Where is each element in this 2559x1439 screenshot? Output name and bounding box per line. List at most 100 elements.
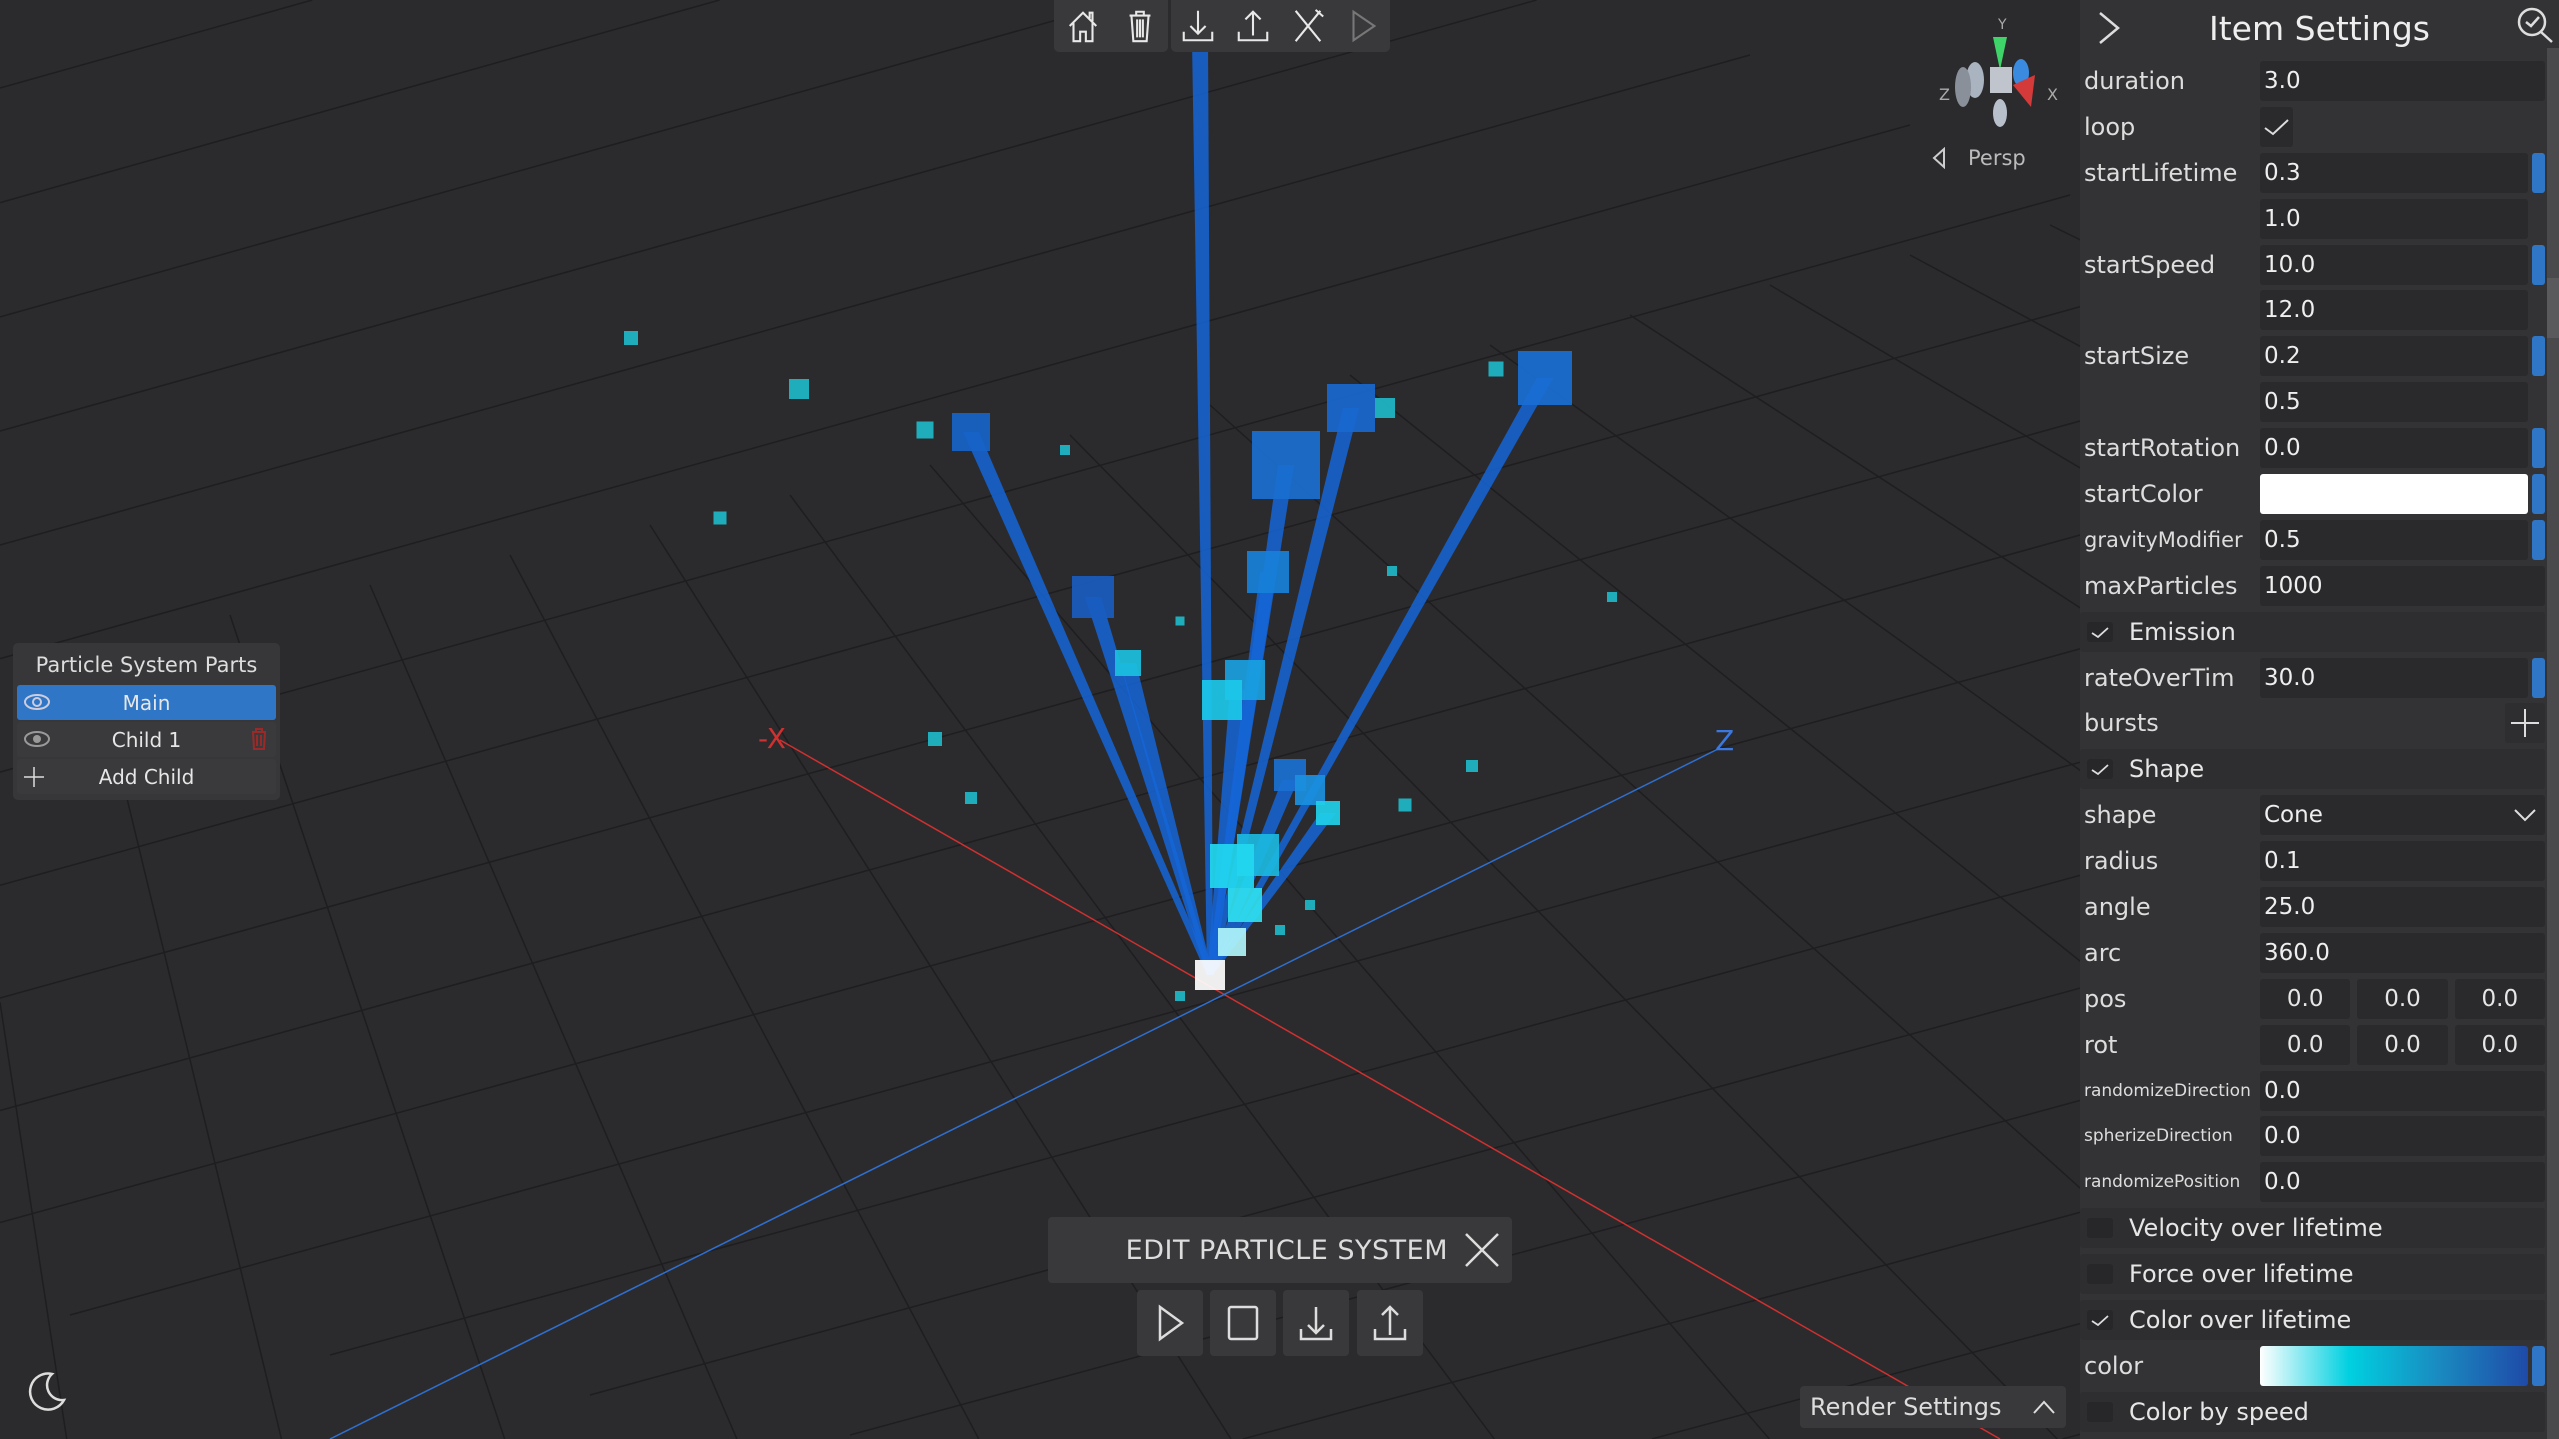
chevron-right-icon[interactable] (2094, 10, 2124, 46)
play-icon (1352, 9, 1376, 43)
start-lifetime-mode-dropdown[interactable] (2532, 152, 2545, 193)
start-size-mode-dropdown[interactable] (2532, 336, 2545, 377)
start-rotation-input[interactable]: 0.0 (2260, 428, 2528, 469)
grid-line (369, 584, 738, 1439)
grid-line (0, 54, 1751, 546)
start-lifetime-min-input[interactable]: 0.3 (2260, 152, 2528, 193)
rate-over-time-input[interactable]: 30.0 (2260, 657, 2528, 698)
start-speed-max-input[interactable]: 12.0 (2260, 290, 2528, 331)
color-over-lifetime-checkbox[interactable] (2087, 1310, 2113, 1331)
x-axis-cone[interactable] (2013, 75, 2035, 107)
close-icon[interactable] (1462, 1230, 1502, 1270)
pos-x-input[interactable]: 0.0 (2260, 978, 2351, 1019)
loop-label: loop (2084, 112, 2136, 141)
import-particles-button[interactable] (1283, 1290, 1349, 1356)
start-lifetime-max-row: 1.0 (2080, 196, 2545, 242)
play-particles-button[interactable] (1137, 1290, 1203, 1356)
rot-z-input[interactable]: 0.0 (2454, 1024, 2545, 1065)
particle (1060, 445, 1070, 455)
pos-z-input[interactable]: 0.0 (2454, 978, 2545, 1019)
color-by-speed-checkbox[interactable] (2087, 1401, 2113, 1422)
pos-y-input[interactable]: 0.0 (2357, 978, 2448, 1019)
import-button[interactable] (1171, 0, 1226, 52)
color-gradient-swatch[interactable] (2260, 1345, 2528, 1386)
shape-checkbox[interactable] (2087, 759, 2113, 780)
start-size-max-row: 0.5 (2080, 379, 2545, 425)
stop-particles-button[interactable] (1210, 1290, 1276, 1356)
z-axis-line (329, 747, 1721, 1439)
duration-label: duration (2084, 66, 2185, 95)
gizmo-cone[interactable] (1993, 99, 2007, 127)
z-axis-cone[interactable] (1955, 67, 1971, 107)
rot-x-input[interactable]: 0.0 (2260, 1024, 2351, 1065)
start-size-max-input[interactable]: 0.5 (2260, 382, 2528, 423)
particle-streak (1207, 690, 1246, 975)
orientation-gizmo[interactable]: Y X Z (1935, 15, 2065, 135)
checkmark-icon (2264, 119, 2289, 136)
rate-over-time-mode-dropdown[interactable] (2532, 657, 2545, 698)
arc-row: arc 360.0 (2080, 930, 2545, 976)
trash-icon[interactable] (250, 727, 268, 751)
home-button[interactable] (1054, 0, 1111, 52)
delete-button[interactable] (1111, 0, 1168, 52)
shape-select[interactable]: Cone (2260, 795, 2545, 836)
grid-line (0, 264, 2231, 886)
particle-streak (1207, 378, 1553, 975)
start-lifetime-max-input[interactable]: 1.0 (2260, 198, 2528, 239)
eye-icon[interactable] (23, 730, 51, 748)
randomize-position-input[interactable]: 0.0 (2260, 1162, 2545, 1203)
start-speed-mode-dropdown[interactable] (2532, 244, 2545, 285)
force-checkbox[interactable] (2087, 1264, 2113, 1285)
randomize-direction-input[interactable]: 0.0 (2260, 1070, 2545, 1111)
play-icon (1158, 1304, 1185, 1342)
max-particles-input[interactable]: 1000 (2260, 565, 2545, 606)
arc-input[interactable]: 360.0 (2260, 932, 2545, 973)
gravity-modifier-mode-dropdown[interactable] (2532, 519, 2545, 560)
add-burst-button[interactable] (2505, 703, 2545, 744)
part-item-main[interactable]: Main (17, 685, 276, 720)
gravity-modifier-input[interactable]: 0.5 (2260, 519, 2528, 560)
tools-button[interactable] (1281, 0, 1336, 52)
rot-y-input[interactable]: 0.0 (2357, 1024, 2448, 1065)
spherize-direction-input[interactable]: 0.0 (2260, 1116, 2545, 1157)
download-icon (1183, 10, 1214, 42)
play-button[interactable] (1335, 0, 1390, 52)
start-rotation-mode-dropdown[interactable] (2532, 428, 2545, 469)
eye-icon[interactable] (23, 693, 51, 711)
search-check-icon[interactable] (2515, 5, 2555, 45)
duration-input[interactable]: 3.0 (2260, 61, 2545, 101)
scrollbar-thumb[interactable] (2547, 278, 2559, 338)
upload-icon (1373, 1305, 1407, 1341)
start-speed-min-input[interactable]: 10.0 (2260, 244, 2528, 285)
moon-icon[interactable] (22, 1368, 70, 1416)
render-settings-button[interactable]: Render Settings (1800, 1386, 2066, 1428)
panel-scrollbar[interactable] (2547, 48, 2559, 1439)
particle (1275, 925, 1285, 935)
rot-fields: 0.0 0.0 0.0 (2260, 1024, 2545, 1065)
loop-checkbox[interactable] (2260, 106, 2293, 147)
color-mode-dropdown[interactable] (2532, 1345, 2545, 1386)
y-axis-cone[interactable] (1993, 37, 2007, 70)
rot-label: rot (2084, 1030, 2118, 1059)
particle (1115, 650, 1141, 676)
export-particles-button[interactable] (1357, 1290, 1423, 1356)
radius-label: radius (2084, 847, 2159, 876)
add-child-button[interactable]: Add Child (17, 759, 276, 794)
velocity-checkbox[interactable] (2087, 1218, 2113, 1239)
item-settings-panel: Item Settings duration 3.0 loop startLife… (2080, 0, 2559, 1439)
part-item-child-1[interactable]: Child 1 (17, 722, 276, 757)
particle (952, 413, 990, 451)
radius-input[interactable]: 0.1 (2260, 841, 2545, 882)
angle-input[interactable]: 25.0 (2260, 887, 2545, 928)
export-button[interactable] (1226, 0, 1281, 52)
start-color-swatch[interactable] (2260, 474, 2528, 515)
particle (1252, 431, 1320, 499)
toolbar-left (1054, 0, 1168, 52)
gizmo-center-cube[interactable] (1990, 67, 2012, 93)
projection-toggle[interactable]: Persp (1930, 146, 2026, 170)
start-color-mode-dropdown[interactable] (2532, 474, 2545, 515)
pos-fields: 0.0 0.0 0.0 (2260, 978, 2545, 1019)
start-size-min-input[interactable]: 0.2 (2260, 336, 2528, 377)
emission-checkbox[interactable] (2087, 621, 2113, 642)
particle (1295, 775, 1325, 805)
